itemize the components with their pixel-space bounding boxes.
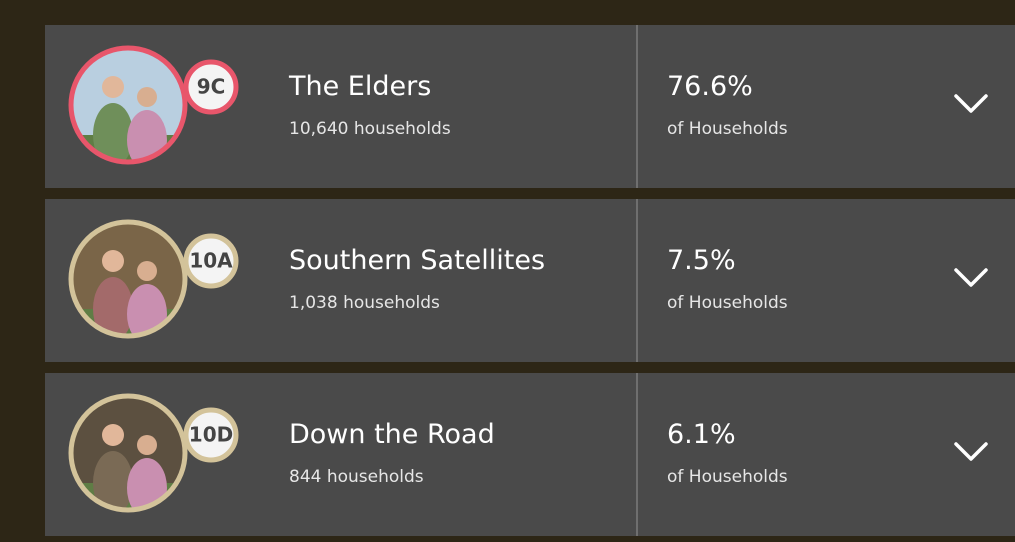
- segment-avatar: 9C: [45, 25, 295, 188]
- household-count: 10,640 households: [289, 119, 451, 139]
- percent: 76.6%: [667, 71, 753, 102]
- segment-row[interactable]: 10A Southern Satellites 1,038 households 7.…: [45, 199, 1015, 362]
- segment-name: The Elders: [289, 71, 431, 102]
- chevron-line: [956, 444, 986, 459]
- percent-caption: of Households: [667, 119, 788, 139]
- percent: 6.1%: [667, 419, 736, 450]
- segment-code: 10A: [189, 249, 233, 273]
- person-head: [137, 435, 157, 455]
- segment-row[interactable]: 10D Down the Road 844 households 6.1% of Hou…: [45, 373, 1015, 536]
- person-head: [102, 76, 124, 98]
- chevron-line: [956, 96, 986, 111]
- segment-code: 9C: [197, 75, 226, 99]
- segment-name: Down the Road: [289, 419, 495, 450]
- person-head: [137, 261, 157, 281]
- segment-row[interactable]: 9C The Elders 10,640 households 76.6% of Hou…: [45, 25, 1015, 188]
- divider: [636, 25, 638, 188]
- divider: [636, 199, 638, 362]
- expand-chevron[interactable]: [953, 265, 989, 291]
- page: 9C The Elders 10,640 households 76.6% of Hou…: [0, 0, 1015, 542]
- segment-avatar: 10A: [45, 199, 295, 362]
- person-head: [137, 87, 157, 107]
- divider: [636, 373, 638, 536]
- segment-avatar: 10D: [45, 373, 295, 536]
- person-head: [102, 424, 124, 446]
- percent-caption: of Households: [667, 293, 788, 313]
- person-head: [102, 250, 124, 272]
- segment-name: Southern Satellites: [289, 245, 545, 276]
- segment-code: 10D: [189, 423, 233, 447]
- household-count: 1,038 households: [289, 293, 440, 313]
- household-count: 844 households: [289, 467, 424, 487]
- percent-caption: of Households: [667, 467, 788, 487]
- percent: 7.5%: [667, 245, 736, 276]
- expand-chevron[interactable]: [953, 439, 989, 465]
- expand-chevron[interactable]: [953, 91, 989, 117]
- chevron-line: [956, 270, 986, 285]
